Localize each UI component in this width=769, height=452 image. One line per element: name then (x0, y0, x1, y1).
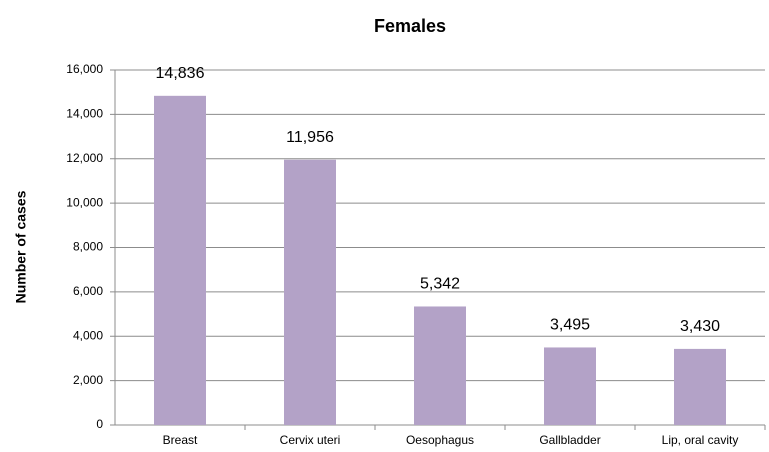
value-label: 11,956 (286, 129, 334, 146)
value-label: 14,836 (156, 65, 205, 82)
x-tick-label: Breast (163, 433, 198, 447)
y-tick-label: 2,000 (73, 373, 103, 387)
y-tick-label: 16,000 (66, 62, 103, 76)
y-tick-label: 6,000 (73, 284, 103, 298)
y-tick-label: 10,000 (66, 195, 103, 209)
chart-title: Females (374, 16, 446, 36)
bar (414, 306, 466, 425)
value-label: 5,342 (420, 276, 460, 293)
bar (544, 347, 596, 425)
y-tick-label: 8,000 (73, 240, 103, 254)
bar (284, 159, 336, 425)
y-axis-label: Number of cases (13, 190, 29, 303)
x-tick-label: Lip, oral cavity (662, 433, 739, 447)
x-tick-label: Cervix uteri (280, 433, 341, 447)
x-tick-label: Oesophagus (406, 433, 474, 447)
y-tick-label: 12,000 (66, 151, 103, 165)
value-label: 3,430 (680, 318, 720, 335)
value-label: 3,495 (550, 317, 590, 334)
y-tick-label: 0 (96, 417, 103, 431)
bar (674, 348, 726, 425)
x-tick-label: Gallbladder (539, 433, 600, 447)
y-tick-label: 4,000 (73, 328, 103, 342)
y-tick-label: 14,000 (66, 107, 103, 121)
bar (154, 95, 206, 426)
